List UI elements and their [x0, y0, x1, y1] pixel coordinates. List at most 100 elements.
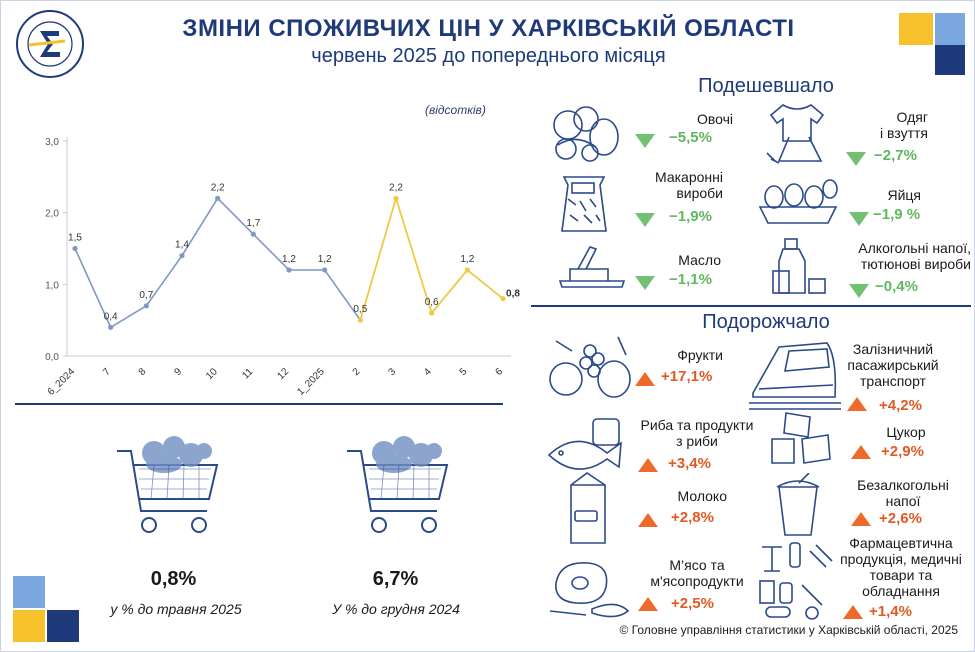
data-point: [250, 231, 256, 237]
up-arrow-icon: [638, 513, 658, 527]
pricier-arrow-milk: [638, 513, 658, 532]
data-label: 0,8: [506, 289, 520, 300]
butter-icon: [558, 246, 626, 288]
cheaper-arrow-eggs: [849, 212, 869, 231]
down-arrow-icon: [846, 152, 866, 166]
down-arrow-icon: [635, 276, 655, 290]
pricier-label-fish: Риба та продукти з риби: [640, 417, 754, 449]
decor-square: [935, 13, 965, 45]
sugar-icon: [771, 412, 831, 464]
x-tick-label: 12: [275, 366, 291, 382]
x-tick-label: 2: [351, 366, 363, 378]
shopping-cart-icon: [347, 436, 449, 533]
data-label: 0,4: [104, 311, 118, 322]
pricier-arrow-train: [847, 397, 867, 416]
x-tick-label: 1_2025: [295, 366, 327, 396]
cheaper-value-pasta: −1,9%: [669, 208, 712, 225]
up-arrow-icon: [847, 397, 867, 411]
page-title: ЗМІНИ СПОЖИВЧИХ ЦІН У ХАРКІВСЬКІЙ ОБЛАСТ…: [182, 15, 795, 42]
cheaper-value-clothes: −2,7%: [874, 147, 917, 164]
up-arrow-icon: [635, 372, 655, 386]
data-point: [393, 195, 399, 201]
up-arrow-icon: [843, 605, 863, 619]
data-point: [357, 317, 363, 323]
data-point: [72, 245, 78, 252]
soft-drink-icon: [776, 473, 820, 536]
data-label: 1,5: [68, 233, 82, 244]
cheaper-arrow-vegetables: [635, 134, 655, 153]
data-point: [500, 296, 506, 302]
shopping-cart-icon: [117, 436, 219, 533]
data-label: 1,4: [175, 240, 189, 251]
cheaper-arrow-clothes: [846, 152, 866, 171]
pasta-icon: [561, 176, 607, 232]
pricier-value-sugar: +2,9%: [881, 443, 924, 460]
clothes-icon: [766, 104, 825, 164]
train-icon: [749, 342, 841, 410]
data-point: [108, 324, 114, 330]
divider-left: [15, 403, 503, 405]
x-tick-label: 8: [137, 366, 149, 378]
pharma-icon: [759, 542, 833, 620]
cheaper-label-eggs: Яйця: [887, 187, 921, 203]
summary-value-year: 6,7%: [372, 568, 419, 590]
x-tick-label: 10: [204, 366, 220, 382]
decor-square: [47, 610, 79, 642]
data-point: [322, 267, 328, 273]
pricier-value-milk: +2,8%: [671, 509, 714, 526]
data-point: [429, 310, 435, 316]
data-label: 0,5: [353, 304, 367, 315]
page-subtitle: червень 2025 до попереднього місяця: [311, 45, 666, 67]
up-arrow-icon: [851, 445, 871, 459]
cheaper-label-alcohol: Алкогольні напої, тютюнові вироби: [858, 240, 971, 272]
decor-square: [13, 610, 45, 642]
down-arrow-icon: [635, 134, 655, 148]
derzhstat-logo-icon: [16, 10, 84, 78]
data-label: 1,2: [460, 254, 474, 265]
pricier-arrow-soft-drinks: [851, 512, 871, 531]
pricier-value-fish: +3,4%: [668, 455, 711, 472]
pricier-value-train: +4,2%: [879, 397, 922, 414]
up-arrow-icon: [851, 512, 871, 526]
decor-square: [935, 45, 965, 75]
cheaper-label-clothes: Одяг і взуття: [880, 109, 928, 141]
pricier-label-milk: Молоко: [677, 488, 727, 504]
pricier-value-pharma: +1,4%: [869, 603, 912, 620]
y-tick-label: 0,0: [45, 352, 59, 363]
divider-right: [531, 305, 971, 307]
x-tick-label: 6_2024: [46, 366, 78, 396]
price-change-line-chart: 0,0 1,0 2,0 3,0 6_2024 7 8 9 10 11 12 1_2025 2 3 4 5 6 1,…: [45, 137, 520, 396]
down-arrow-icon: [849, 284, 869, 298]
data-point: [179, 253, 185, 259]
pricier-value-fruits: +17,1%: [661, 368, 713, 385]
x-tick-label: 5: [458, 366, 470, 378]
pricier-label-train: Залізничний пасажирський транспорт: [847, 341, 939, 389]
cheaper-value-butter: −1,1%: [669, 271, 712, 288]
x-tick-label: 6: [493, 366, 505, 378]
pricier-label-soft-drinks: Безалкогольні напої: [857, 477, 949, 509]
pricier-heading: Подорожчало: [702, 311, 830, 333]
cheaper-value-eggs: −1,9 %: [873, 206, 921, 223]
summary-caption-year: У % до грудня 2024: [332, 601, 460, 617]
alcohol-icon: [772, 238, 826, 294]
up-arrow-icon: [638, 458, 658, 472]
pricier-arrow-sugar: [851, 445, 871, 464]
milk-icon: [570, 472, 606, 544]
cheaper-label-pasta: Макаронні вироби: [655, 169, 723, 201]
y-tick-label: 2,0: [45, 209, 59, 220]
up-arrow-icon: [638, 597, 658, 611]
down-arrow-icon: [635, 213, 655, 227]
chart-units-label: (відсотків): [425, 103, 486, 117]
x-tick-label: 9: [172, 366, 184, 378]
copyright-text: © Головне управління статистики у Харків…: [619, 623, 958, 637]
decor-square: [13, 576, 45, 608]
data-label: 0,6: [425, 297, 439, 308]
meat-icon: [549, 562, 630, 618]
pricier-label-sugar: Цукор: [886, 424, 926, 440]
cheaper-value-vegetables: −5,5%: [669, 129, 712, 146]
summary-caption-month: у % до травня 2025: [110, 601, 242, 617]
data-label: 0,7: [139, 290, 153, 301]
x-tick-label: 4: [422, 366, 434, 378]
x-tick-label: 3: [386, 366, 398, 378]
